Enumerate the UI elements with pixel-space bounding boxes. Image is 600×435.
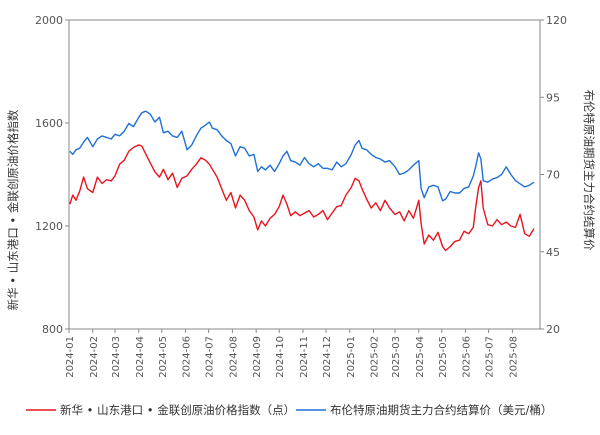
x-tick-label: 2024-02 xyxy=(89,336,100,378)
legend-label-index: 新华 • 山东港口 • 金联创原油价格指数（点） xyxy=(60,403,295,417)
x-tick-label: 2024-08 xyxy=(228,336,239,378)
series-line-index xyxy=(69,144,535,252)
y-tick-label-right: 95 xyxy=(546,91,560,104)
x-tick-label: 2024-11 xyxy=(299,336,310,378)
legend-label-brent: 布伦特原油期货主力合约结算价（美元/桶） xyxy=(330,403,552,417)
y-tick-label-right: 70 xyxy=(546,169,560,182)
y-tick-label-right: 45 xyxy=(546,246,560,259)
x-tick-label: 2025-05 xyxy=(438,336,449,378)
x-tick-label: 2025-06 xyxy=(462,336,473,378)
x-tick-label: 2025-02 xyxy=(370,336,381,378)
y-tick-label-left: 2000 xyxy=(35,14,63,27)
x-tick-label: 2025-03 xyxy=(391,336,402,378)
axes-layer: 800 1200 1600 2000 20 45 70 95 120 2024-01 2024-02… xyxy=(35,14,567,378)
y-tick-label-right: 20 xyxy=(546,323,560,336)
x-tick-label: 2024-07 xyxy=(205,336,216,378)
x-tick-label: 2024-01 xyxy=(65,336,76,378)
x-tick-label: 2024-05 xyxy=(158,336,169,378)
y-tick-label-left: 800 xyxy=(42,323,63,336)
x-tick-label: 2025-01 xyxy=(346,336,357,378)
y-tick-label-left: 1600 xyxy=(35,117,63,130)
x-tick-label: 2024-03 xyxy=(111,336,122,378)
x-tick-label: 2024-09 xyxy=(252,336,263,378)
x-tick-label: 2025-04 xyxy=(415,336,426,378)
x-tick-label: 2024-06 xyxy=(182,336,193,378)
plot-frame xyxy=(68,19,541,330)
y-tick-label-right: 120 xyxy=(546,14,567,27)
x-tick-label: 2024-04 xyxy=(135,336,146,378)
x-tick-label: 2025-07 xyxy=(485,336,496,378)
y-axis-label-right: 布伦特原油期货主力合约结算价 xyxy=(582,90,596,251)
x-tick-label: 2024-10 xyxy=(275,336,286,378)
x-tick-label: 2024-12 xyxy=(322,336,333,378)
x-tick-label: 2025-08 xyxy=(508,336,519,378)
series-layer xyxy=(69,110,535,252)
series-line-brent xyxy=(69,110,535,202)
y-axis-label-left: 新华 • 山东港口 • 金联创原油价格指数 xyxy=(6,109,20,310)
y-tick-label-left: 1200 xyxy=(35,220,63,233)
legend: 新华 • 山东港口 • 金联创原油价格指数（点） 布伦特原油期货主力合约结算价（… xyxy=(26,403,552,417)
